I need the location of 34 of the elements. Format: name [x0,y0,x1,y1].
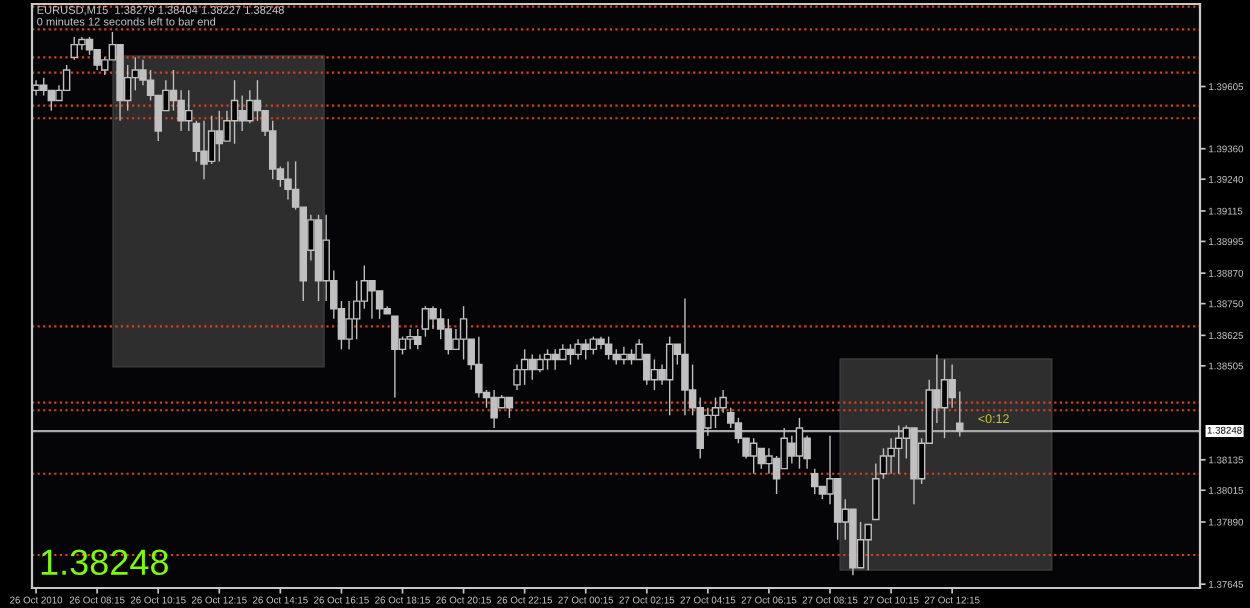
candlestick [520,348,529,386]
candlestick [238,94,246,132]
candlestick [185,89,193,132]
candlestick [528,353,537,381]
candlestick [650,358,659,391]
candlestick [505,396,514,419]
candlestick [215,109,224,163]
candlestick [444,318,453,356]
candlestick [665,335,674,417]
candlestick [810,467,819,495]
candlestick [864,523,872,571]
candlestick [788,434,796,465]
candlestick [406,328,414,351]
candlestick [757,447,766,470]
candlestick [749,437,758,475]
candlestick [230,79,239,145]
candlestick [604,335,613,361]
candlestick [681,297,689,417]
candlestick [421,305,430,338]
annotation: 1.38248 [41,549,168,576]
candlestick [391,315,399,399]
candlestick [368,280,376,320]
candlestick [894,424,903,475]
candlestick [620,346,628,366]
candlestick [70,36,78,61]
candlestick [459,305,468,361]
candlestick [940,358,949,439]
candlestick [711,396,720,429]
candlestick [47,89,56,112]
candlestick [490,389,498,429]
candlestick [574,338,582,361]
candlestick [200,120,208,180]
candlestick [551,348,559,371]
candlestick [795,417,804,470]
